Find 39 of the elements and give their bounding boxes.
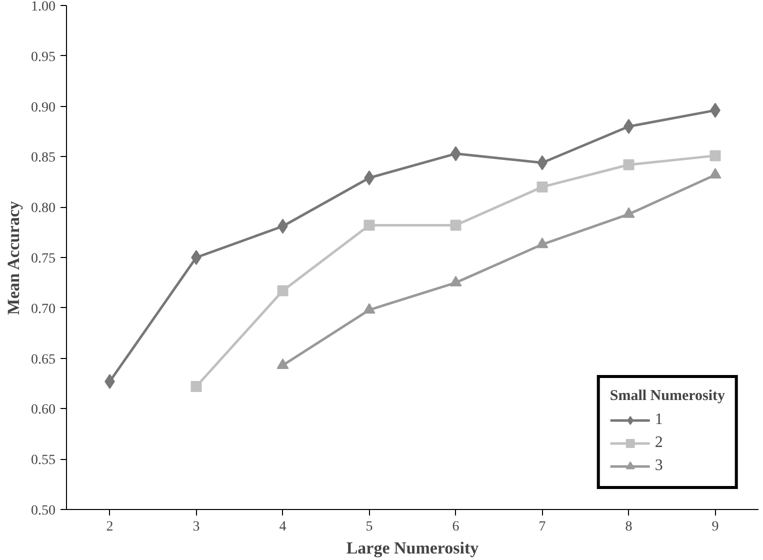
point: [536, 238, 548, 248]
y-tick-label: 0.95: [31, 50, 56, 65]
x-axis-title: Large Numerosity: [346, 538, 480, 558]
x-tick-label: 2: [106, 520, 114, 534]
point: [191, 250, 202, 265]
y-tick-label: 0.70: [31, 302, 56, 317]
legend-label: 3: [654, 457, 664, 475]
y-tick-label: 0.75: [31, 252, 56, 266]
point: [277, 285, 288, 296]
x-tick-label: 5: [366, 520, 373, 534]
y-tick-label: 1.00: [31, 0, 56, 14]
point: [364, 220, 375, 231]
x-tick-label: 3: [192, 520, 200, 534]
point: [450, 220, 462, 231]
y-tick-label: 0.65: [31, 352, 56, 368]
x-tick-label: 6: [452, 520, 460, 534]
point: [709, 168, 722, 179]
y-axis-title: Mean Accuracy: [4, 200, 23, 315]
y-tick-label: 0.55: [31, 453, 56, 468]
x-tick-label: 4: [279, 520, 286, 534]
point: [363, 303, 376, 314]
x-tick-label: 8: [625, 520, 632, 534]
y-tick-label: 0.60: [31, 402, 56, 418]
y-tick-label: 0.50: [31, 504, 56, 518]
point: [276, 358, 289, 370]
legend-label: 2: [654, 434, 664, 452]
point: [623, 159, 634, 170]
point: [622, 207, 635, 218]
legend-title: Small Numerosity: [610, 388, 725, 405]
legend-label: 1: [654, 411, 664, 429]
x-tick-label: 9: [712, 520, 719, 534]
point: [536, 181, 548, 192]
y-tick-label: 0.80: [31, 201, 56, 216]
x-tick-label: 7: [538, 520, 546, 534]
point: [710, 150, 721, 162]
y-tick-label: 0.90: [31, 100, 56, 116]
point: [190, 381, 202, 392]
point: [450, 276, 462, 286]
y-tick-label: 0.85: [31, 150, 56, 166]
